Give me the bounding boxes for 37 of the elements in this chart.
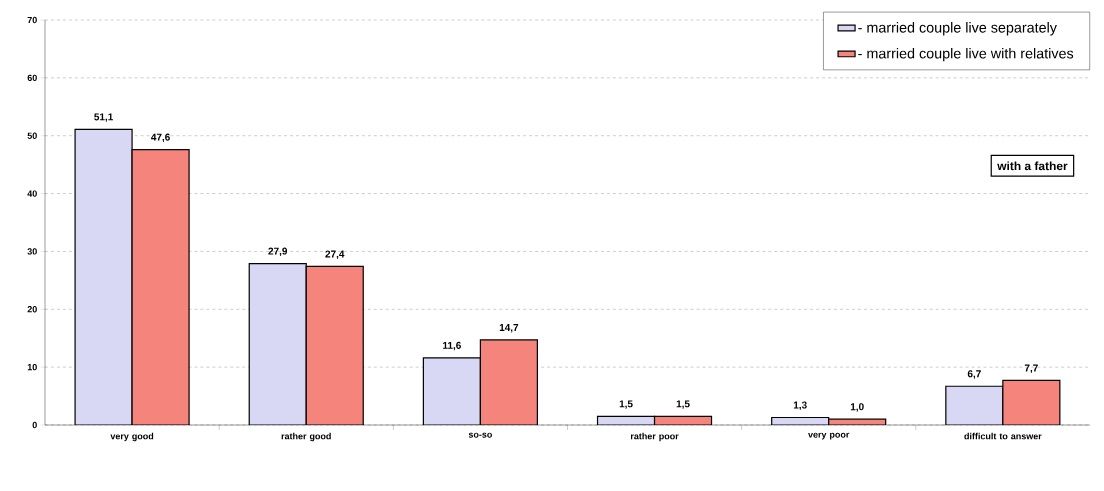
y-tick-label: 40 [27, 190, 37, 197]
data-label: 1,5 [676, 400, 690, 409]
data-label: 6,7 [967, 370, 981, 379]
bar [945, 385, 1004, 425]
bar [305, 265, 364, 425]
y-tick-label: 50 [27, 132, 37, 139]
y-tick-label: 30 [27, 248, 37, 255]
data-label: 1,0 [850, 403, 864, 412]
x-tick-label: rather poor [630, 432, 679, 442]
bar [422, 357, 481, 425]
data-label: 27,4 [325, 250, 345, 259]
y-tick-label: 0 [32, 421, 37, 429]
y-tick-label: 60 [27, 74, 37, 82]
y-tick-label: 70 [27, 16, 37, 24]
data-label: 1,5 [619, 400, 633, 409]
bar [479, 339, 538, 425]
data-label: 51,1 [94, 113, 113, 122]
x-tick-label: so-so [468, 432, 492, 438]
x-tick-label: very good [110, 432, 154, 442]
y-tick-label: 20 [27, 306, 37, 313]
bar [131, 149, 190, 425]
y-tick-label: 10 [27, 363, 37, 371]
bar [248, 262, 307, 425]
data-label: 27,9 [268, 247, 288, 257]
annotation: with a father [997, 161, 1068, 171]
x-tick-label: difficult to answer [964, 432, 1042, 440]
data-label: 47,6 [151, 133, 170, 143]
data-label: 1,3 [793, 401, 807, 410]
data-label: 7,7 [1024, 364, 1038, 373]
bar [74, 128, 133, 425]
x-tick-label: rather good [281, 432, 331, 442]
bar [1002, 379, 1061, 425]
legend-label: - married couple live with relatives [858, 47, 1074, 62]
data-label: 11,6 [443, 341, 461, 351]
x-tick-label: very poor [808, 432, 850, 440]
data-label: 14,7 [499, 324, 519, 333]
legend-label: - married couple live separately [858, 22, 1057, 36]
